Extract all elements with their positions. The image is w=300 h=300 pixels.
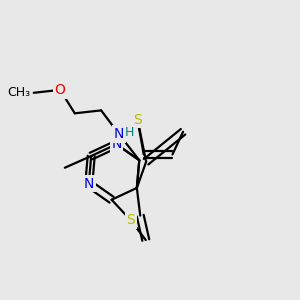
Text: N: N [111, 137, 122, 151]
Text: H: H [125, 127, 135, 140]
Text: N: N [84, 177, 94, 191]
Text: S: S [133, 112, 142, 127]
Text: S: S [126, 213, 135, 227]
Text: N: N [114, 127, 124, 141]
Text: CH₃: CH₃ [8, 86, 31, 99]
Text: O: O [55, 83, 66, 97]
